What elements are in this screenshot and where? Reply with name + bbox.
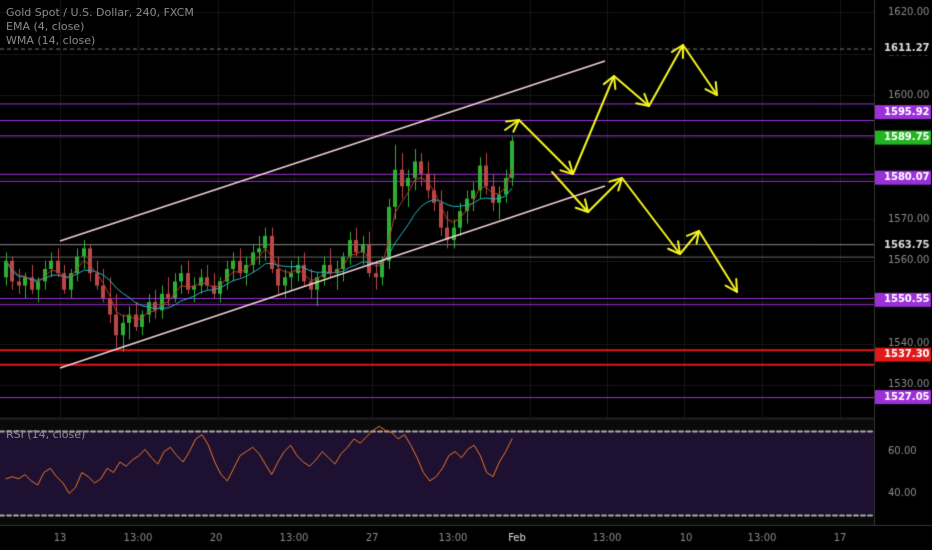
- wma-legend-label: WMA (14, close): [6, 34, 96, 47]
- chart-legend: Gold Spot / U.S. Dollar, 240, FXCM EMA (…: [6, 6, 194, 48]
- ema-legend-label: EMA (4, close): [6, 20, 85, 33]
- rsi-legend-label: RSI (14, close): [6, 428, 86, 441]
- chart-title: Gold Spot / U.S. Dollar, 240, FXCM: [6, 6, 194, 19]
